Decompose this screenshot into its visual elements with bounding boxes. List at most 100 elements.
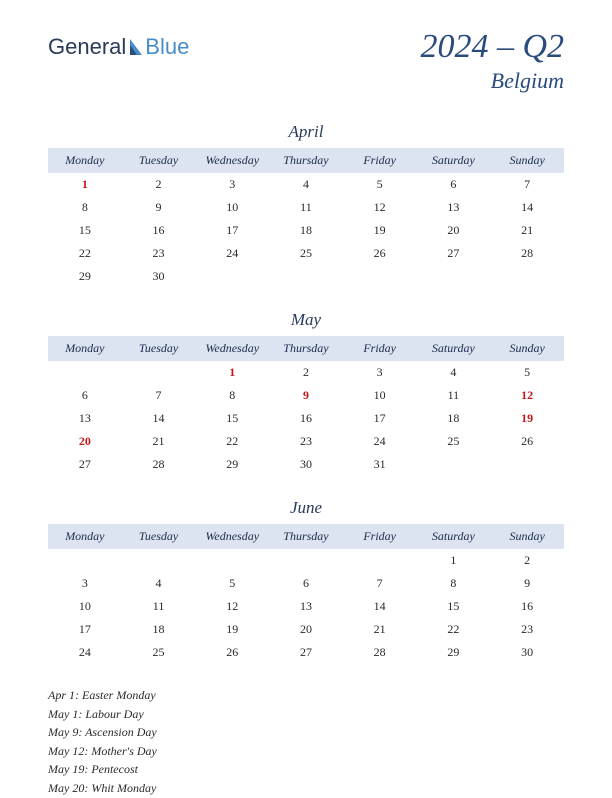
day-cell: 20 xyxy=(417,219,491,242)
day-cell xyxy=(195,265,269,288)
calendar-table: MondayTuesdayWednesdayThursdayFridaySatu… xyxy=(48,336,564,476)
calendars-container: AprilMondayTuesdayWednesdayThursdayFrida… xyxy=(48,122,564,664)
day-cell: 14 xyxy=(343,595,417,618)
day-cell: 10 xyxy=(195,196,269,219)
calendar-table: MondayTuesdayWednesdayThursdayFridaySatu… xyxy=(48,524,564,664)
day-cell: 27 xyxy=(48,453,122,476)
day-cell: 29 xyxy=(195,453,269,476)
day-cell: 24 xyxy=(343,430,417,453)
day-cell xyxy=(417,265,491,288)
day-header: Tuesday xyxy=(122,148,196,173)
week-row: 2728293031 xyxy=(48,453,564,476)
day-cell: 16 xyxy=(490,595,564,618)
day-cell: 20 xyxy=(269,618,343,641)
week-row: 12 xyxy=(48,549,564,572)
day-cell: 26 xyxy=(195,641,269,664)
day-cell: 25 xyxy=(417,430,491,453)
day-cell: 26 xyxy=(343,242,417,265)
day-cell: 2 xyxy=(122,173,196,196)
day-cell: 11 xyxy=(269,196,343,219)
day-cell: 10 xyxy=(48,595,122,618)
day-cell: 1 xyxy=(195,361,269,384)
day-cell: 25 xyxy=(122,641,196,664)
week-row: 17181920212223 xyxy=(48,618,564,641)
day-cell: 26 xyxy=(490,430,564,453)
day-header: Friday xyxy=(343,524,417,549)
day-cell xyxy=(417,453,491,476)
day-cell: 7 xyxy=(490,173,564,196)
day-cell: 17 xyxy=(343,407,417,430)
day-header: Tuesday xyxy=(122,524,196,549)
quarter-title: 2024 – Q2 xyxy=(420,28,564,66)
day-cell: 24 xyxy=(195,242,269,265)
day-cell: 6 xyxy=(417,173,491,196)
day-cell: 15 xyxy=(417,595,491,618)
day-cell: 24 xyxy=(48,641,122,664)
day-cell: 1 xyxy=(48,173,122,196)
day-cell: 21 xyxy=(490,219,564,242)
day-header: Saturday xyxy=(417,148,491,173)
week-row: 13141516171819 xyxy=(48,407,564,430)
day-cell: 23 xyxy=(490,618,564,641)
day-cell: 29 xyxy=(417,641,491,664)
day-header: Saturday xyxy=(417,336,491,361)
day-cell: 30 xyxy=(269,453,343,476)
day-cell: 16 xyxy=(122,219,196,242)
logo: General Blue xyxy=(48,34,189,60)
day-cell: 29 xyxy=(48,265,122,288)
day-cell: 13 xyxy=(269,595,343,618)
day-cell: 25 xyxy=(269,242,343,265)
day-header: Thursday xyxy=(269,336,343,361)
day-cell: 19 xyxy=(195,618,269,641)
logo-sail-icon xyxy=(128,37,144,57)
day-cell: 23 xyxy=(122,242,196,265)
day-cell: 28 xyxy=(490,242,564,265)
day-cell: 10 xyxy=(343,384,417,407)
holiday-item: May 20: Whit Monday xyxy=(48,779,564,798)
day-header: Friday xyxy=(343,148,417,173)
month-block: JuneMondayTuesdayWednesdayThursdayFriday… xyxy=(48,498,564,664)
day-cell: 15 xyxy=(48,219,122,242)
day-cell: 18 xyxy=(417,407,491,430)
day-header: Sunday xyxy=(490,148,564,173)
week-row: 15161718192021 xyxy=(48,219,564,242)
day-cell: 27 xyxy=(417,242,491,265)
day-cell: 22 xyxy=(195,430,269,453)
day-cell xyxy=(269,265,343,288)
logo-text-general: General xyxy=(48,34,126,60)
week-row: 24252627282930 xyxy=(48,641,564,664)
day-header: Monday xyxy=(48,524,122,549)
day-cell: 20 xyxy=(48,430,122,453)
month-block: MayMondayTuesdayWednesdayThursdayFridayS… xyxy=(48,310,564,476)
day-cell: 30 xyxy=(490,641,564,664)
holiday-item: Apr 1: Easter Monday xyxy=(48,686,564,705)
day-cell: 3 xyxy=(343,361,417,384)
country-title: Belgium xyxy=(420,68,564,94)
day-cell: 6 xyxy=(269,572,343,595)
day-cell: 19 xyxy=(343,219,417,242)
week-row: 6789101112 xyxy=(48,384,564,407)
week-row: 22232425262728 xyxy=(48,242,564,265)
day-cell: 11 xyxy=(417,384,491,407)
day-cell: 11 xyxy=(122,595,196,618)
week-row: 10111213141516 xyxy=(48,595,564,618)
day-cell xyxy=(122,549,196,572)
calendar-table: MondayTuesdayWednesdayThursdayFridaySatu… xyxy=(48,148,564,288)
day-cell: 18 xyxy=(269,219,343,242)
week-row: 12345 xyxy=(48,361,564,384)
day-cell: 3 xyxy=(195,173,269,196)
day-cell: 8 xyxy=(195,384,269,407)
week-row: 1234567 xyxy=(48,173,564,196)
day-cell: 5 xyxy=(490,361,564,384)
day-cell: 2 xyxy=(269,361,343,384)
day-cell: 19 xyxy=(490,407,564,430)
day-cell: 4 xyxy=(269,173,343,196)
day-cell: 5 xyxy=(195,572,269,595)
day-cell: 5 xyxy=(343,173,417,196)
day-cell: 21 xyxy=(122,430,196,453)
day-cell: 17 xyxy=(195,219,269,242)
day-cell xyxy=(48,549,122,572)
day-header: Sunday xyxy=(490,336,564,361)
day-cell: 4 xyxy=(122,572,196,595)
month-block: AprilMondayTuesdayWednesdayThursdayFrida… xyxy=(48,122,564,288)
